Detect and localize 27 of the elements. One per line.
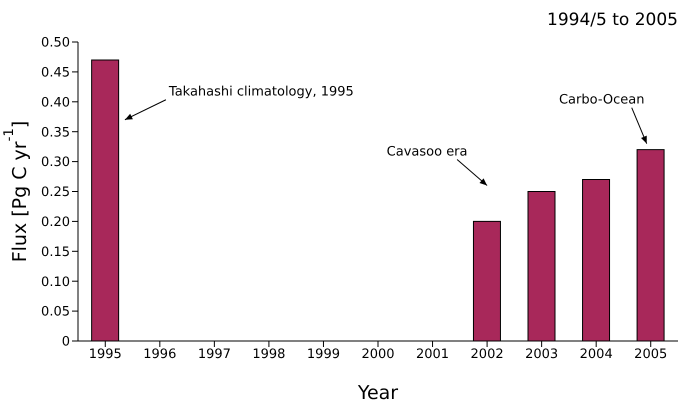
y-tick-label: 0.45 xyxy=(41,66,70,81)
annotation: Cavasoo era xyxy=(386,144,468,160)
y-tick-label: 0.35 xyxy=(41,125,70,140)
annotation: Takahashi climatology, 1995 xyxy=(168,84,354,100)
y-tick-label: 0.20 xyxy=(41,215,70,230)
x-tick-label: 1998 xyxy=(252,347,286,362)
x-axis-title: Year xyxy=(356,382,398,401)
x-tick-label: 1996 xyxy=(143,347,176,362)
y-tick-label: 0.30 xyxy=(41,155,70,170)
y-tick-label: 0.25 xyxy=(41,185,70,200)
y-tick-label: 0 xyxy=(62,334,70,350)
x-tick-label: 1999 xyxy=(306,347,340,362)
chart-title: 1994/5 to 2005 xyxy=(547,10,678,30)
y-tick-label: 0.05 xyxy=(41,304,70,320)
x-tick-label: 2005 xyxy=(634,347,668,362)
annotation: Carbo-Ocean xyxy=(558,92,644,108)
y-tick-label: 0.10 xyxy=(41,274,70,290)
x-tick-label: 2004 xyxy=(580,347,613,362)
x-tick-label: 2001 xyxy=(416,347,450,362)
x-tick-label: 2000 xyxy=(361,347,395,362)
y-tick-label: 0.15 xyxy=(41,244,70,260)
x-tick-label: 2002 xyxy=(470,347,504,362)
x-tick-label: 1995 xyxy=(88,347,122,362)
x-tick-label: 1997 xyxy=(198,347,231,362)
x-tick-label: 2003 xyxy=(525,347,558,362)
y-tick-label: 0.40 xyxy=(41,95,70,110)
y-tick-label: 0.50 xyxy=(41,36,70,51)
